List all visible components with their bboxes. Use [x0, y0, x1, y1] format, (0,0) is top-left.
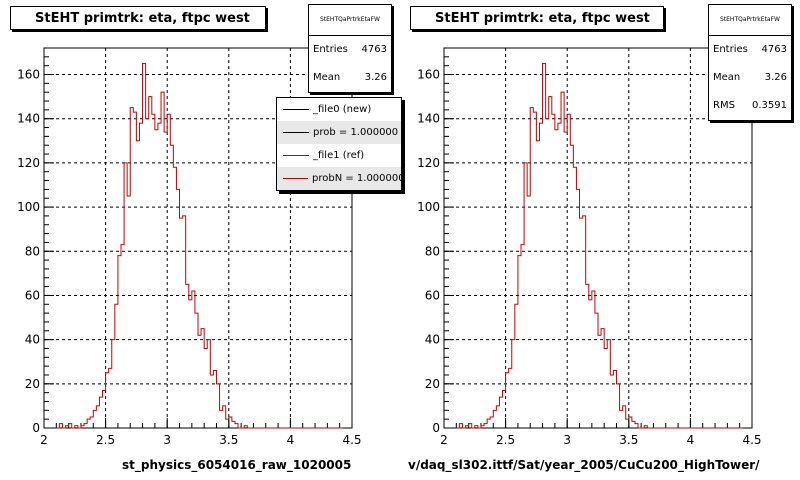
stats-row-mean: Mean 3.26 [309, 64, 391, 92]
stats-value: 4763 [761, 44, 787, 55]
right-histogram-plot: 2 2.5 3 3.5 4 4.5 0 20 40 60 80 100 120 140 160 [417, 47, 762, 447]
y-tick-label: 120 [417, 156, 440, 170]
y-tick-label: 80 [25, 244, 40, 258]
histogram-series-line [456, 62, 743, 429]
y-tick-label: 40 [25, 333, 40, 347]
y-tick-label: 60 [25, 288, 40, 302]
x-tick-label: 2 [440, 433, 448, 447]
legend: _file0 (new) prob = 1.000000 _file1 (ref… [276, 97, 402, 191]
stats-row-entries: Entries 4763 [709, 36, 791, 64]
y-tick-label: 140 [17, 112, 40, 126]
legend-line-swatch [283, 155, 309, 156]
y-tick-label: 140 [417, 112, 440, 126]
stats-label: RMS [713, 100, 735, 111]
right-histogram-pad: 2 2.5 3 3.5 4 4.5 0 20 40 60 80 100 120 140 160 StEHT … [400, 0, 800, 480]
x-tick-label: 2.5 [496, 433, 515, 447]
legend-line-swatch [283, 109, 309, 110]
y-tick-label: 60 [425, 288, 440, 302]
x-tick-label: 3.5 [619, 433, 638, 447]
y-tick-label: 160 [417, 68, 440, 82]
stats-value: 0.3591 [752, 100, 787, 111]
stats-label: Mean [313, 72, 341, 83]
x-tick-label: 3 [563, 433, 571, 447]
legend-label: _file1 (ref) [313, 150, 365, 161]
y-tick-label: 0 [32, 421, 40, 435]
y-tick-label: 40 [425, 333, 440, 347]
y-tick-label: 0 [432, 421, 440, 435]
x-axis-title: st_physics_6054016_raw_1020005 [122, 458, 352, 472]
legend-entry: _file0 (new) [277, 98, 401, 121]
stats-value: 3.26 [764, 72, 787, 83]
stats-label: Mean [713, 72, 741, 83]
histogram-series-line [56, 62, 343, 429]
x-axis-title: v/daq_sl302.ittf/Sat/year_2005/CuCu200_H… [408, 458, 760, 472]
legend-entry: _file1 (ref) [277, 144, 401, 167]
legend-line-swatch [283, 132, 309, 133]
x-tick-label: 4.5 [342, 433, 361, 447]
plot-frame [443, 47, 753, 429]
y-tick-label: 100 [17, 200, 40, 214]
histogram-title: StEHT primtrk: eta, ftpc west [410, 6, 664, 30]
histogram-title: StEHT primtrk: eta, ftpc west [10, 6, 266, 30]
stats-row-entries: Entries 4763 [309, 36, 391, 64]
y-tick-label: 20 [425, 377, 440, 391]
x-tick-label: 4.5 [742, 433, 761, 447]
legend-entry: prob = 1.000000 [277, 121, 401, 144]
legend-label: probN = 1.000000 [311, 173, 401, 184]
stats-label: Entries [313, 44, 348, 55]
stats-box-name: StEHTQaPrtrkEtaFW [309, 5, 391, 36]
y-tick-label: 80 [425, 244, 440, 258]
legend-line-swatch [283, 178, 308, 179]
stats-box: StEHTQaPrtrkEtaFW Entries 4763 Mean 3.26 [308, 4, 392, 93]
x-tick-label: 4 [287, 433, 295, 447]
stats-label: Entries [713, 44, 748, 55]
x-tick-label: 3.5 [219, 433, 238, 447]
x-tick-label: 3 [163, 433, 171, 447]
y-tick-label: 120 [17, 156, 40, 170]
x-tick-label: 4 [687, 433, 695, 447]
stats-row-rms: RMS 0.3591 [709, 92, 791, 120]
stats-row-mean: Mean 3.26 [709, 64, 791, 92]
stats-value: 4763 [361, 44, 387, 55]
stats-value: 3.26 [364, 72, 387, 83]
y-tick-label: 160 [17, 68, 40, 82]
y-tick-label: 20 [25, 377, 40, 391]
x-tick-label: 2.5 [96, 433, 115, 447]
left-histogram-pad: 2 2.5 3 3.5 4 4.5 0 20 40 60 80 100 120 140 160 StEHT … [10, 4, 402, 472]
legend-label: prob = 1.000000 [313, 127, 399, 138]
legend-entry: probN = 1.000000 [277, 167, 401, 190]
y-tick-label: 100 [417, 200, 440, 214]
stats-box-name: StEHTQaPrtrkEtaFW [709, 5, 791, 36]
legend-label: _file0 (new) [313, 104, 372, 115]
stats-box: StEHTQaPrtrkEtaFW Entries 4763 Mean 3.26… [708, 4, 792, 121]
x-tick-label: 2 [40, 433, 48, 447]
